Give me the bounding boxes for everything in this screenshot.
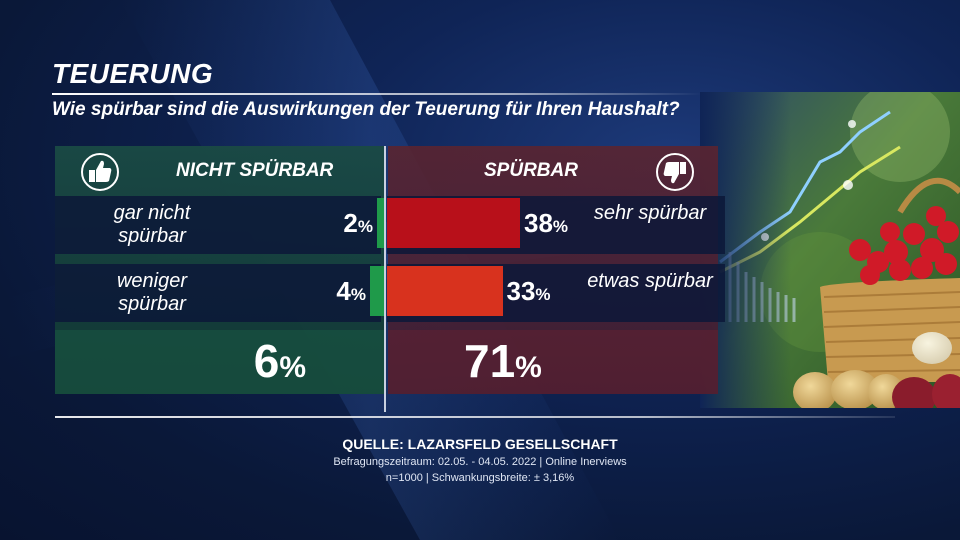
thumbs-up-icon	[80, 152, 120, 192]
survey-period: Befragungszeitraum: 02.05. - 04.05. 2022…	[333, 456, 627, 468]
vegetable-basket-photo	[700, 92, 960, 408]
row-bg-left-2	[55, 264, 381, 322]
bar-less-noticeable	[370, 266, 384, 316]
value-label-somewhat: 33%	[506, 276, 551, 306]
bar-not-at-all-noticeable	[377, 198, 384, 248]
left-label-2: weniger spürbar	[116, 270, 188, 315]
value-label-not-at-all: 2%	[343, 208, 373, 238]
bottom-divider	[55, 416, 895, 418]
noticeable-total-area	[388, 330, 718, 394]
not-noticeable-header: NICHT SPÜRBAR	[176, 160, 334, 181]
title-divider	[52, 93, 702, 95]
source-title: QUELLE: LAZARSFELD GESELLSCHAFT	[342, 436, 618, 452]
left-label-1: gar nicht spürbar	[113, 202, 191, 247]
right-label-1: sehr spürbar	[593, 202, 707, 224]
value-label-very: 38%	[524, 208, 569, 238]
bar-somewhat-noticeable	[387, 266, 503, 316]
center-divider	[384, 146, 386, 412]
sample-info: n=1000 | Schwankungsbreite: ± 3,16%	[385, 472, 575, 484]
thumbs-down-icon	[655, 152, 695, 192]
not-noticeable-total-area	[55, 330, 384, 394]
page-subtitle: Wie spürbar sind die Auswirkungen der Te…	[52, 99, 680, 120]
page-title: TEUERUNG	[52, 58, 214, 89]
bar-very-noticeable	[387, 198, 520, 248]
right-label-2: etwas spürbar	[587, 270, 713, 292]
total-not-noticeable: 6%	[253, 335, 306, 387]
noticeable-header: SPÜRBAR	[484, 160, 578, 181]
total-noticeable: 71%	[464, 335, 542, 387]
value-label-less: 4%	[336, 276, 366, 306]
row-bg-left-1	[55, 196, 381, 254]
